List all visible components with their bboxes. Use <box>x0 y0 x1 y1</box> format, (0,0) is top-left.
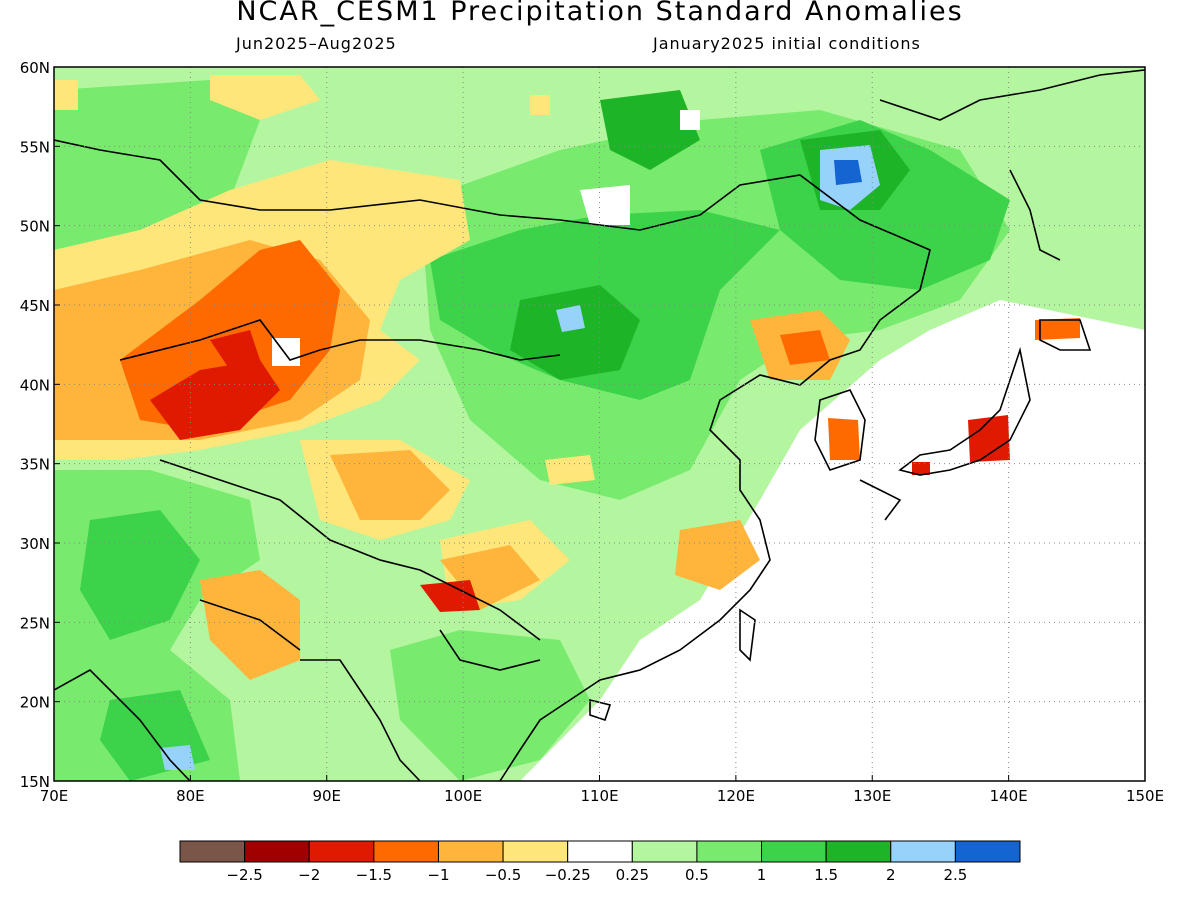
legend-label: −2.5 <box>226 866 262 884</box>
legend-swatch <box>373 840 439 863</box>
lat-tick-label: 40N <box>20 376 50 394</box>
lon-tick-label: 140E <box>990 787 1028 805</box>
lat-tick-label: 30N <box>20 535 50 553</box>
legend-label: 0.25 <box>616 866 649 884</box>
field-green-core <box>510 90 910 380</box>
field-dorange-korea <box>780 330 860 460</box>
field-red-west <box>150 330 280 440</box>
legend-label: 0.5 <box>685 866 709 884</box>
legend-swatch <box>437 840 504 863</box>
legend-label: −1 <box>427 866 449 884</box>
lon-tick-label: 90E <box>312 787 341 805</box>
field-red-japan <box>912 415 1010 475</box>
field-green-india-core <box>80 510 210 781</box>
coastlines <box>54 69 1145 781</box>
field-orange-hokkaido <box>1035 318 1080 340</box>
legend-label: −0.5 <box>485 866 521 884</box>
legend-label: 1.5 <box>814 866 838 884</box>
legend-label: 2.5 <box>943 866 967 884</box>
legend-swatch <box>890 840 956 863</box>
initial-conditions: January2025 initial conditions <box>653 34 921 53</box>
legend-swatch <box>825 840 892 863</box>
forecast-period: Jun2025–Aug2025 <box>236 34 397 53</box>
lat-tick-label: 60N <box>20 59 50 77</box>
legend-swatch <box>761 840 827 863</box>
map-title: NCAR_CESM1 Precipitation Standard Anomal… <box>236 0 964 27</box>
lon-tick-label: 110E <box>580 787 618 805</box>
legend-label: 1 <box>757 866 767 884</box>
legend-swatch <box>179 840 246 863</box>
lat-tick-label: 35N <box>20 456 50 474</box>
legend-swatch <box>567 840 633 863</box>
lon-tick-label: 70E <box>40 787 69 805</box>
lat-tick-label: 20N <box>20 694 50 712</box>
legend-swatch <box>954 840 1021 863</box>
legend-swatch <box>244 840 310 863</box>
lon-tick-label: 100E <box>444 787 482 805</box>
legend-label: −2 <box>298 866 320 884</box>
lat-tick-label: 15N <box>20 773 50 791</box>
color-legend: −2.5 −2 −1.5 −1 −0.5 −0.25 0.25 0.5 1 1.5 2 2.5 <box>179 840 1021 884</box>
lon-tick-label: 130E <box>853 787 891 805</box>
lon-tick-label: 150E <box>1126 787 1164 805</box>
legend-label: −1.5 <box>356 866 392 884</box>
lon-tick-label: 80E <box>176 787 205 805</box>
field-orange-china <box>675 520 760 590</box>
field-dark-blue <box>834 160 862 185</box>
lon-tick-label: 120E <box>717 787 755 805</box>
legend-swatch <box>502 840 569 863</box>
field-red-tibet <box>420 580 480 612</box>
gridlines <box>54 67 1145 781</box>
lat-tick-label: 25N <box>20 614 50 632</box>
lat-tick-label: 45N <box>20 297 50 315</box>
legend-swatch <box>631 840 698 863</box>
legend-label: 2 <box>886 866 896 884</box>
anomaly-field <box>54 67 1145 781</box>
lat-tick-label: 50N <box>20 218 50 236</box>
legend-swatch <box>308 840 375 863</box>
field-green-seasia <box>390 630 590 781</box>
lat-tick-label: 55N <box>20 138 50 156</box>
legend-label: −0.25 <box>545 866 591 884</box>
axis-ticks: 70E 80E 90E 100E 110E 120E 130E 140E 150E 15N 20N 2… <box>20 59 1164 805</box>
legend-swatch <box>696 840 763 863</box>
